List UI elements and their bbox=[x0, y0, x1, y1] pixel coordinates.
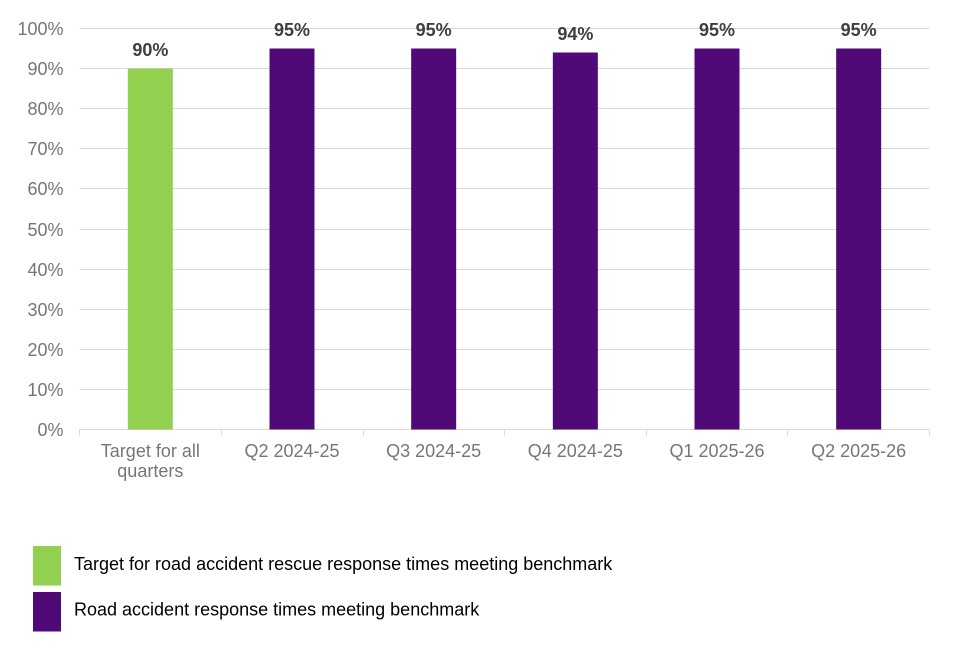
svg-text:50%: 50% bbox=[27, 220, 63, 240]
svg-text:quarters: quarters bbox=[117, 461, 183, 481]
svg-text:70%: 70% bbox=[27, 139, 63, 159]
svg-text:95%: 95% bbox=[274, 20, 310, 40]
svg-text:80%: 80% bbox=[27, 99, 63, 119]
svg-text:90%: 90% bbox=[132, 40, 168, 60]
svg-text:Target for all: Target for all bbox=[101, 441, 200, 461]
svg-text:60%: 60% bbox=[27, 179, 63, 199]
svg-text:30%: 30% bbox=[27, 300, 63, 320]
svg-text:95%: 95% bbox=[416, 20, 452, 40]
svg-text:10%: 10% bbox=[27, 380, 63, 400]
svg-text:40%: 40% bbox=[27, 260, 63, 280]
svg-text:20%: 20% bbox=[27, 340, 63, 360]
svg-text:Road accident response times m: Road accident response times meeting ben… bbox=[74, 600, 480, 620]
svg-text:Q1 2025-26: Q1 2025-26 bbox=[669, 441, 764, 461]
svg-text:100%: 100% bbox=[17, 19, 63, 39]
svg-text:90%: 90% bbox=[27, 59, 63, 79]
svg-text:Q2 2025-26: Q2 2025-26 bbox=[811, 441, 906, 461]
svg-text:Q2 2024-25: Q2 2024-25 bbox=[244, 441, 339, 461]
svg-text:95%: 95% bbox=[841, 20, 877, 40]
svg-text:Target for road accident rescu: Target for road accident rescue response… bbox=[74, 554, 613, 574]
svg-text:Q4 2024-25: Q4 2024-25 bbox=[528, 441, 623, 461]
svg-text:94%: 94% bbox=[557, 24, 593, 44]
svg-text:0%: 0% bbox=[37, 420, 63, 440]
svg-text:95%: 95% bbox=[699, 20, 735, 40]
svg-text:Q3 2024-25: Q3 2024-25 bbox=[386, 441, 481, 461]
